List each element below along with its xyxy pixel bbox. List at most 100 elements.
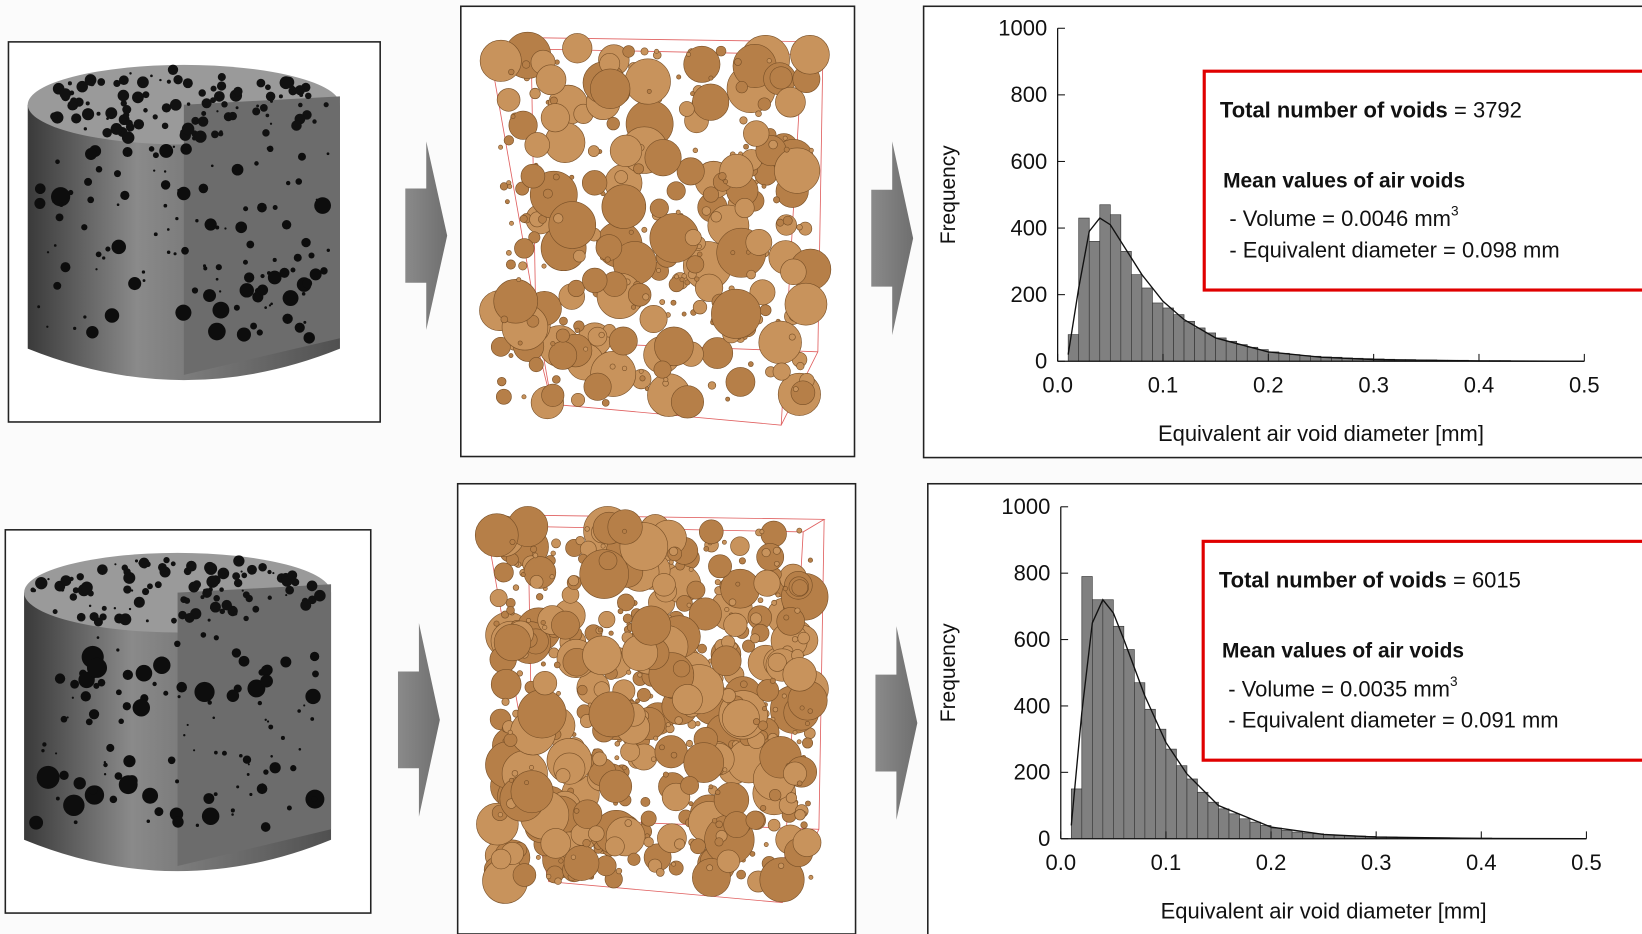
- air-void: [761, 183, 767, 189]
- air-void: [606, 117, 620, 131]
- air-void: [702, 186, 720, 203]
- air-void: [782, 135, 788, 141]
- void: [132, 699, 151, 717]
- void: [53, 281, 62, 290]
- void: [147, 583, 153, 590]
- void: [102, 128, 112, 138]
- annotation-volume-text: - Volume = 0.0046 mm: [1229, 206, 1451, 231]
- void: [160, 180, 171, 190]
- air-void: [641, 226, 648, 233]
- void: [175, 216, 179, 221]
- air-void: [746, 269, 756, 280]
- y-tick-label: 0: [1038, 826, 1050, 851]
- annotation-exponent: 3: [1450, 674, 1458, 689]
- void: [73, 777, 86, 790]
- void: [106, 743, 115, 752]
- void: [184, 613, 195, 623]
- air-void: [683, 45, 721, 83]
- void: [103, 762, 108, 768]
- void: [172, 816, 184, 828]
- void: [305, 92, 312, 100]
- air-void: [598, 331, 605, 339]
- void: [135, 664, 153, 682]
- void: [247, 679, 266, 698]
- void: [233, 611, 238, 616]
- void: [159, 78, 162, 82]
- air-void: [542, 624, 548, 630]
- air-void: [614, 755, 620, 761]
- void: [118, 718, 124, 725]
- void: [178, 105, 182, 108]
- air-void: [626, 669, 632, 675]
- air-void: [575, 535, 585, 546]
- y-tick-label: 1000: [998, 16, 1047, 41]
- void: [163, 556, 170, 564]
- void: [96, 636, 100, 639]
- air-void: [730, 250, 736, 256]
- bar: [1155, 728, 1167, 840]
- void: [308, 252, 315, 259]
- void: [134, 559, 139, 563]
- void: [191, 287, 199, 294]
- void: [142, 787, 159, 804]
- air-void: [553, 173, 560, 181]
- void: [285, 180, 291, 186]
- void: [80, 581, 93, 594]
- x-axis-title: Equivalent air void diameter [mm]: [1158, 421, 1484, 446]
- air-void: [796, 527, 803, 534]
- void: [201, 807, 220, 825]
- x-tick-label: 0.4: [1464, 373, 1495, 398]
- void: [180, 143, 192, 155]
- air-void: [614, 170, 628, 184]
- void: [176, 681, 188, 693]
- void: [258, 562, 267, 572]
- void: [298, 102, 303, 108]
- air-void: [719, 153, 754, 189]
- air-void: [697, 643, 707, 654]
- void: [269, 122, 273, 125]
- annotation-title: Mean values of air voids: [1223, 169, 1465, 192]
- void: [46, 251, 50, 254]
- bar: [1239, 818, 1251, 840]
- void: [303, 332, 315, 344]
- void: [95, 166, 103, 173]
- void: [243, 272, 255, 283]
- air-void: [624, 58, 671, 105]
- air-void: [505, 259, 516, 270]
- air-void: [595, 234, 623, 261]
- air-void: [553, 661, 561, 669]
- void: [260, 674, 273, 688]
- air-void: [493, 623, 532, 662]
- bar: [1141, 287, 1153, 362]
- air-void: [666, 181, 686, 201]
- void: [166, 79, 171, 84]
- air-void: [783, 614, 790, 621]
- air-void: [572, 799, 603, 829]
- air-void: [780, 258, 807, 286]
- air-void: [740, 680, 748, 689]
- void: [256, 783, 268, 795]
- air-void: [672, 684, 703, 715]
- air-void: [686, 51, 691, 57]
- bar: [1215, 337, 1227, 362]
- air-void: [601, 184, 647, 229]
- void: [243, 615, 249, 622]
- void: [71, 113, 82, 124]
- x-tick-label: 0.2: [1256, 850, 1287, 875]
- void: [183, 734, 186, 737]
- bar: [1165, 748, 1177, 840]
- void: [215, 277, 219, 281]
- void: [306, 580, 318, 592]
- annotation-volume: - Volume = 0.0035 mm3: [1228, 674, 1457, 701]
- void: [241, 589, 244, 592]
- air-void: [609, 363, 616, 370]
- air-void: [796, 361, 805, 371]
- void: [89, 612, 99, 622]
- void: [279, 76, 293, 90]
- air-void: [776, 218, 785, 227]
- bar: [1218, 808, 1230, 840]
- air-void: [554, 877, 562, 885]
- void: [88, 604, 92, 608]
- air-void: [608, 630, 614, 636]
